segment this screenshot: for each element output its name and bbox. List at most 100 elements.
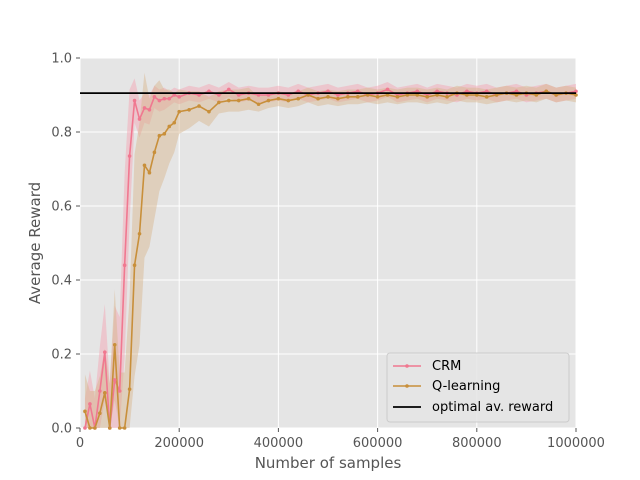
crm-point — [83, 426, 87, 430]
q-learning-point — [514, 93, 519, 97]
crm-point — [355, 89, 360, 94]
grid-lines — [79, 57, 577, 429]
crm-point — [296, 89, 301, 94]
q-learning-point — [266, 98, 271, 103]
crm-point — [162, 96, 167, 101]
q-learning-point — [494, 93, 499, 97]
q-learning-point — [147, 170, 152, 175]
q-learning-point — [227, 98, 231, 103]
q-learning-point — [336, 96, 340, 101]
q-learning-point — [152, 150, 157, 155]
q-learning-point — [107, 426, 112, 430]
q-learning-point — [162, 132, 167, 136]
crm-point — [88, 402, 92, 406]
crm-point — [157, 98, 162, 103]
crm-point — [117, 389, 122, 393]
crm-point — [435, 89, 439, 94]
q-learning-point — [405, 93, 410, 97]
x-tick-label: 0 — [76, 436, 84, 451]
crm-point — [207, 89, 211, 94]
crm-point — [385, 87, 390, 92]
legend-box — [386, 352, 570, 423]
q-learning-point — [122, 426, 127, 430]
crm-point — [112, 378, 117, 382]
crm-point — [197, 93, 201, 97]
q-learning-point — [246, 96, 251, 101]
q-learning-point — [484, 95, 489, 99]
q-learning-point — [167, 124, 172, 129]
crm-point — [465, 89, 469, 94]
y-axis-label: Average Reward — [26, 182, 44, 304]
crm-point — [326, 89, 330, 94]
q-learning-point — [554, 93, 558, 97]
x-tick-label: 1000000 — [547, 436, 605, 451]
crm-point — [137, 117, 142, 121]
y-tick-label: 0.8 — [51, 126, 72, 141]
q-learning-point — [465, 93, 469, 97]
crm-point — [336, 93, 340, 97]
x-tick-label: 400000 — [254, 436, 304, 451]
q-learning-point — [187, 108, 191, 112]
q-learning-point — [415, 93, 420, 97]
crm-point — [266, 93, 271, 97]
q-learning-point — [316, 96, 320, 101]
q-learning-point — [93, 426, 97, 430]
q-learning-point — [544, 89, 549, 94]
q-learning-point — [117, 426, 122, 430]
crm-point — [217, 93, 221, 97]
crm-point — [152, 95, 157, 99]
q-learning-point — [137, 231, 142, 236]
y-tick-label: 1.0 — [51, 52, 72, 67]
x-tick-label: 800000 — [452, 436, 502, 451]
x-axis-label: Number of samples — [255, 454, 402, 472]
q-learning-point — [127, 387, 132, 391]
q-learning-point — [88, 426, 92, 430]
q-learning-point — [98, 411, 102, 416]
legend-label-q-learning: Q-learning — [432, 379, 500, 394]
q-learning-point — [276, 96, 281, 101]
q-learning-point — [83, 409, 87, 414]
q-learning-point — [534, 93, 539, 97]
q-learning-point — [197, 104, 201, 108]
crm-point — [484, 89, 489, 94]
q-learning-point — [346, 95, 350, 99]
q-learning-point — [375, 95, 380, 99]
q-learning-point — [385, 93, 390, 97]
x-tick-label: 600000 — [353, 436, 403, 451]
series-markers — [83, 87, 578, 430]
legend: CRM Q-learning optimal av. reward — [386, 352, 570, 423]
crm-point — [127, 154, 132, 158]
q-learning-point — [236, 98, 241, 103]
crm-point — [167, 96, 172, 101]
q-learning-point — [172, 120, 177, 125]
q-learning-point — [256, 102, 261, 107]
y-tick-label: 0.2 — [51, 348, 72, 363]
legend-item-crm: CRM — [393, 359, 461, 374]
crm-point — [103, 350, 107, 354]
legend-label-crm: CRM — [432, 359, 461, 374]
crm-point — [132, 98, 137, 103]
crm-point — [514, 89, 519, 94]
crm-point — [574, 89, 578, 94]
crm-point — [415, 89, 420, 94]
legend-item-optimal: optimal av. reward — [393, 400, 553, 415]
x-axis-ticks: 0 200000 400000 600000 800000 1000000 — [76, 428, 605, 451]
crm-point — [256, 93, 261, 97]
crm-point — [227, 87, 231, 92]
y-axis-ticks: 0.0 0.2 0.4 0.6 0.8 1.0 — [51, 52, 80, 437]
legend-item-q-learning: Q-learning — [393, 379, 500, 394]
q-learning-point — [132, 263, 137, 268]
q-learning-point — [326, 95, 330, 99]
q-learning-point — [177, 109, 181, 114]
q-learning-point — [157, 133, 162, 138]
crm-point — [177, 95, 181, 99]
q-learning-point — [365, 93, 370, 97]
q-learning-point — [355, 95, 360, 99]
y-tick-label: 0.0 — [51, 422, 72, 437]
q-learning-point — [142, 163, 147, 168]
q-learning-point — [425, 95, 430, 99]
crm-point — [286, 93, 291, 97]
q-learning-point — [306, 93, 310, 97]
crm-point — [98, 389, 102, 393]
